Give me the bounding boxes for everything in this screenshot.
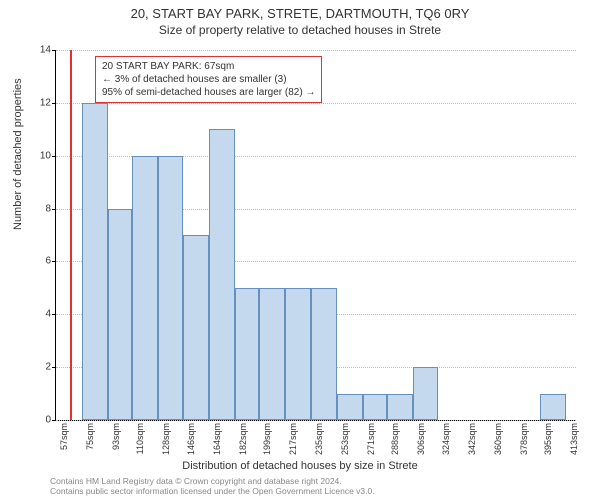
xtick-label: 360sqm	[493, 423, 503, 455]
chart-subtitle: Size of property relative to detached ho…	[0, 21, 600, 37]
grid-line	[56, 50, 576, 51]
xtick-label: 217sqm	[288, 423, 298, 455]
ytick-label: 12	[40, 97, 51, 108]
histogram-bar	[209, 129, 235, 420]
xtick-label: 146sqm	[186, 423, 196, 455]
ytick-mark	[52, 103, 56, 104]
footer-line: Contains public sector information licen…	[50, 486, 375, 496]
xtick-label: 128sqm	[161, 423, 171, 455]
chart-area: 0246810121457sqm75sqm93sqm110sqm128sqm14…	[55, 50, 575, 420]
xtick-label: 235sqm	[314, 423, 324, 455]
ytick-label: 14	[40, 45, 51, 56]
annotation-line: 95% of semi-detached houses are larger (…	[102, 86, 315, 99]
xtick-label: 75sqm	[85, 423, 95, 450]
ytick-mark	[52, 209, 56, 210]
histogram-bar	[311, 288, 337, 420]
xtick-label: 110sqm	[135, 423, 145, 454]
xtick-label: 306sqm	[416, 423, 426, 455]
ytick-mark	[52, 420, 56, 421]
x-axis-label: Distribution of detached houses by size …	[0, 460, 600, 472]
ytick-label: 2	[45, 362, 51, 373]
annotation-box: 20 START BAY PARK: 67sqm ← 3% of detache…	[95, 56, 322, 103]
histogram-bar	[363, 394, 387, 420]
ytick-label: 10	[40, 150, 51, 161]
footer-line: Contains HM Land Registry data © Crown c…	[50, 476, 375, 486]
xtick-label: 288sqm	[390, 423, 400, 455]
xtick-label: 182sqm	[238, 423, 248, 455]
histogram-bar	[540, 394, 566, 420]
ytick-mark	[52, 314, 56, 315]
ytick-label: 4	[45, 309, 51, 320]
xtick-label: 253sqm	[340, 423, 350, 455]
y-axis-label: Number of detached properties	[12, 78, 24, 230]
ytick-mark	[52, 261, 56, 262]
histogram-bar	[132, 156, 158, 420]
histogram-bar	[413, 367, 439, 420]
histogram-bar	[235, 288, 259, 420]
annotation-line: ← 3% of detached houses are smaller (3)	[102, 73, 315, 86]
histogram-bar	[337, 394, 363, 420]
histogram-bar	[387, 394, 413, 420]
ytick-mark	[52, 156, 56, 157]
xtick-label: 199sqm	[262, 423, 272, 455]
reference-line	[70, 50, 72, 420]
ytick-label: 6	[45, 256, 51, 267]
plot-region: 0246810121457sqm75sqm93sqm110sqm128sqm14…	[55, 50, 576, 421]
xtick-label: 395sqm	[543, 423, 553, 455]
annotation-line: 20 START BAY PARK: 67sqm	[102, 60, 315, 73]
footer-attribution: Contains HM Land Registry data © Crown c…	[50, 476, 375, 496]
xtick-label: 57sqm	[59, 423, 69, 450]
ytick-label: 8	[45, 203, 51, 214]
xtick-label: 164sqm	[212, 423, 222, 455]
xtick-label: 324sqm	[441, 423, 451, 455]
histogram-bar	[285, 288, 311, 420]
xtick-label: 271sqm	[366, 423, 376, 455]
histogram-bar	[158, 156, 184, 420]
histogram-bar	[183, 235, 209, 420]
grid-line	[56, 420, 576, 421]
ytick-label: 0	[45, 415, 51, 426]
ytick-mark	[52, 50, 56, 51]
xtick-label: 413sqm	[569, 423, 579, 455]
xtick-label: 378sqm	[519, 423, 529, 455]
ytick-mark	[52, 367, 56, 368]
histogram-bar	[108, 209, 132, 420]
chart-title: 20, START BAY PARK, STRETE, DARTMOUTH, T…	[0, 0, 600, 21]
histogram-bar	[82, 103, 108, 420]
histogram-bar	[259, 288, 285, 420]
xtick-label: 93sqm	[111, 423, 121, 450]
xtick-label: 342sqm	[467, 423, 477, 455]
chart-container: 20, START BAY PARK, STRETE, DARTMOUTH, T…	[0, 0, 600, 500]
